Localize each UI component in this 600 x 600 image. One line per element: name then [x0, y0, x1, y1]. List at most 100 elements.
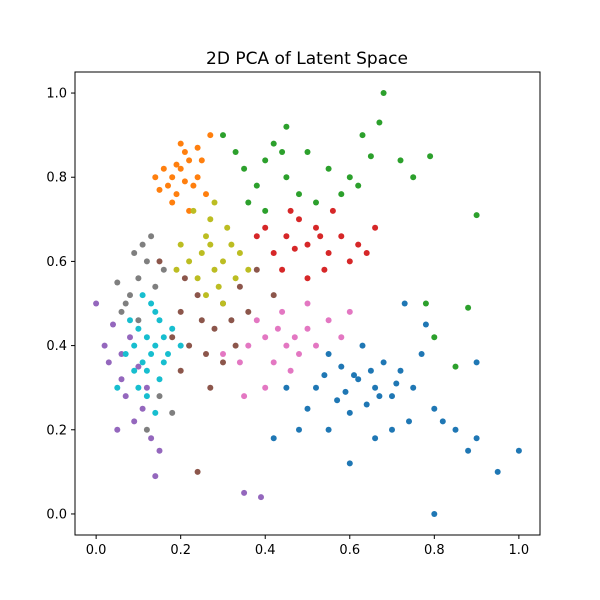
scatter-point-0-12 [334, 397, 341, 404]
y-tick-label: 0.2 [46, 423, 67, 438]
scatter-point-6-8 [245, 342, 252, 349]
scatter-point-4-13 [114, 426, 121, 433]
scatter-point-4-8 [148, 435, 155, 442]
scatter-point-5-3 [186, 342, 193, 349]
scatter-point-2-3 [253, 182, 260, 189]
scatter-point-9-9 [143, 367, 150, 374]
scatter-point-7-13 [169, 409, 176, 416]
scatter-point-0-28 [296, 426, 302, 433]
scatter-point-6-1 [283, 342, 290, 349]
scatter-point-1-7 [190, 182, 197, 189]
y-tick-label: 0.0 [46, 507, 67, 522]
scatter-point-4-4 [143, 384, 150, 391]
scatter-point-1-15 [203, 191, 209, 198]
scatter-point-5-5 [169, 334, 176, 341]
scatter-point-2-2 [283, 174, 290, 181]
scatter-point-0-14 [452, 426, 459, 433]
scatter-point-2-4 [304, 149, 311, 155]
scatter-point-7-3 [143, 258, 150, 265]
scatter-point-9-15 [169, 325, 176, 332]
scatter-point-3-4 [313, 224, 319, 231]
scatter-point-8-8 [215, 283, 222, 290]
scatter-point-0-13 [431, 405, 438, 412]
scatter-point-7-1 [135, 275, 142, 282]
scatter-point-9-23 [131, 367, 138, 374]
scatter-point-0-20 [422, 321, 429, 328]
scatter-point-7-10 [148, 233, 155, 240]
scatter-point-1-12 [152, 174, 159, 181]
scatter-point-2-1 [262, 157, 269, 164]
scatter-point-0-18 [431, 511, 438, 517]
x-tick-label: 0.6 [339, 543, 360, 558]
scatter-point-9-11 [127, 317, 133, 324]
scatter-point-0-22 [439, 418, 446, 425]
scatter-point-6-14 [304, 300, 311, 307]
scatter-point-5-6 [228, 317, 235, 324]
scatter-point-0-9 [313, 384, 319, 391]
scatter-point-9-21 [114, 384, 121, 391]
scatter-point-5-18 [232, 342, 239, 349]
scatter-point-2-8 [232, 149, 239, 155]
scatter-point-8-2 [203, 233, 209, 240]
scatter-point-0-1 [372, 384, 379, 391]
scatter-point-9-0 [143, 334, 150, 341]
axes-layer: 0.0 0.2 0.4 0.6 0.8 1.0 0.0 0.2 0.4 0.6 0.8 1.0 [46, 71, 541, 558]
scatter-point-2-10 [367, 153, 374, 160]
scatter-point-0-26 [304, 405, 311, 412]
scatter-point-4-0 [127, 334, 133, 341]
scatter-point-3-10 [355, 241, 362, 248]
scatter-point-6-12 [338, 334, 345, 341]
scatter-point-6-6 [313, 342, 319, 349]
scatter-point-0-19 [465, 447, 472, 454]
scatter-point-4-1 [118, 351, 125, 357]
scatter-point-8-3 [220, 258, 226, 265]
scatter-point-9-5 [139, 359, 146, 366]
scatter-point-4-14 [241, 489, 248, 496]
scatter-point-4-6 [105, 359, 112, 366]
scatter-point-1-1 [177, 165, 184, 172]
scatter-point-1-9 [198, 157, 205, 164]
scatter-point-8-7 [207, 216, 214, 223]
scatter-point-2-19 [473, 212, 480, 219]
scatter-point-5-7 [194, 292, 201, 299]
scatter-point-5-0 [177, 308, 184, 315]
scatter-point-1-17 [181, 178, 188, 185]
scatter-point-3-3 [325, 250, 332, 256]
scatter-point-9-16 [139, 292, 146, 299]
scatter-point-4-15 [258, 494, 264, 501]
scatter-point-2-5 [270, 140, 277, 147]
scatter-point-4-17 [118, 376, 125, 383]
scatter-point-7-14 [143, 426, 150, 433]
scatter-point-9-4 [156, 317, 163, 324]
scatter-point-9-13 [156, 376, 163, 383]
scatter-point-1-14 [186, 207, 193, 214]
scatter-point-1-5 [194, 174, 201, 181]
scatter-point-8-6 [186, 258, 193, 265]
scatter-point-8-1 [211, 266, 218, 273]
scatter-point-0-15 [473, 435, 480, 442]
scatter-point-2-17 [410, 174, 417, 181]
scatter-point-7-6 [114, 279, 121, 286]
scatter-point-0-34 [351, 372, 357, 379]
scatter-point-9-12 [148, 300, 155, 307]
scatter-point-0-25 [325, 426, 332, 433]
scatter-point-3-11 [262, 224, 269, 231]
scatter-point-9-18 [122, 351, 129, 357]
scatter-point-6-19 [346, 308, 353, 315]
scatter-point-7-8 [139, 241, 146, 248]
scatter-point-8-16 [211, 199, 218, 206]
scatter-point-4-2 [135, 363, 142, 370]
scatter-point-0-35 [342, 388, 349, 395]
scatter-point-0-5 [363, 401, 370, 408]
scatter-point-9-14 [135, 384, 142, 391]
scatter-point-9-22 [177, 342, 184, 349]
scatter-point-2-7 [296, 191, 302, 198]
scatter-point-5-10 [245, 308, 252, 315]
x-tick-label: 0.0 [86, 543, 107, 558]
scatter-point-0-0 [355, 376, 362, 383]
scatter-point-5-1 [198, 317, 205, 324]
scatter-point-2-24 [262, 207, 269, 214]
scatter-point-0-39 [393, 380, 400, 387]
